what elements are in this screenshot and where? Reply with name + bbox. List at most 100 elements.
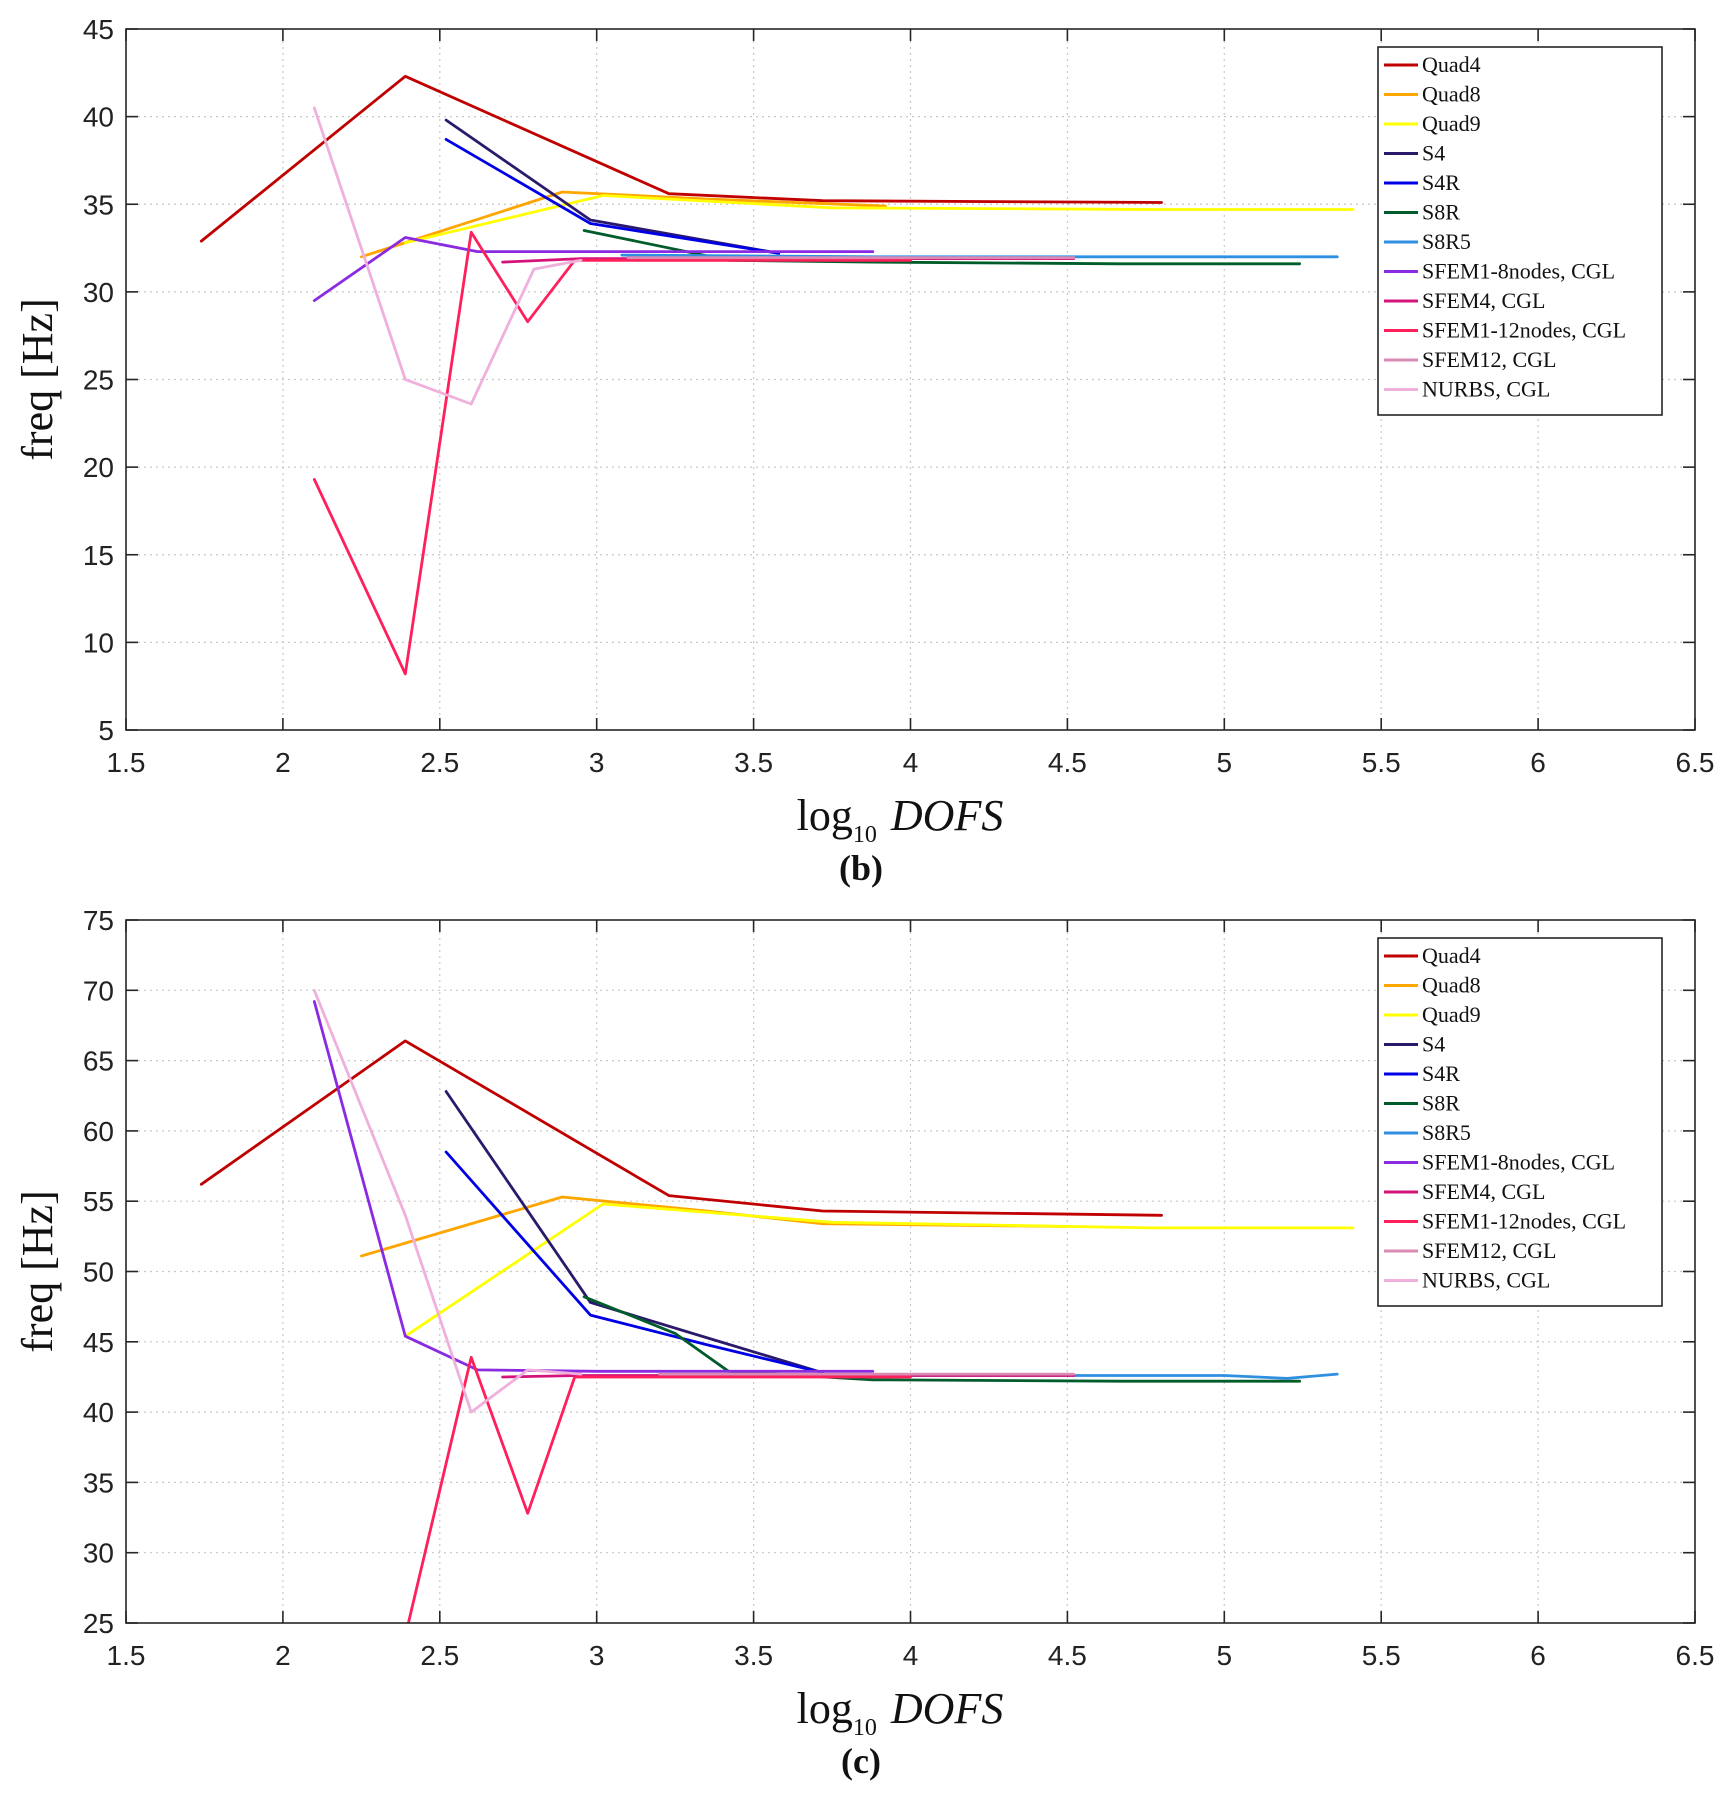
legend-entry: SFEM4, CGL — [1422, 1179, 1545, 1204]
y-tick-label: 65 — [83, 1046, 114, 1077]
x-tick-label: 1.5 — [107, 1640, 146, 1671]
legend: Quad4 Quad8 Quad9 S4 S4R S8R S8R5 SFEM1-8nodes,… — [1377, 937, 1663, 1307]
legend-entry: NURBS, CGL — [1422, 377, 1550, 402]
legend-entry: S4R — [1422, 170, 1460, 195]
series-line-1 — [359, 190, 887, 259]
legend-entry: Quad4 — [1422, 943, 1481, 968]
series-line-2 — [403, 194, 1355, 245]
x-tick-label: 2 — [275, 747, 291, 778]
x-axis-label: log10 DOFS — [797, 791, 1004, 848]
x-tick-label: 2 — [275, 1640, 291, 1671]
x-tick-label: 5 — [1217, 1640, 1233, 1671]
y-tick-label: 35 — [83, 1467, 114, 1498]
y-tick-label: 45 — [83, 1327, 114, 1358]
legend-entry: S8R5 — [1422, 1120, 1471, 1145]
y-tick-label: 30 — [83, 277, 114, 308]
chart-panel-1: 1.5 2 2.5 3 3.5 4 4.5 5 5.5 6 6.5 25 30 35 40 45 50 55 60 6… — [13, 905, 1714, 1781]
x-axis-label-var: DOFS — [890, 791, 1003, 840]
plot-frame — [125, 919, 1696, 1624]
y-tick-label: 40 — [83, 1397, 114, 1428]
series-line-0 — [199, 74, 1163, 243]
legend-entry: S4R — [1422, 1061, 1460, 1086]
x-tick-label: 5 — [1217, 747, 1233, 778]
x-axis-label-log: log — [797, 1684, 853, 1733]
y-tick-label: 25 — [83, 1608, 114, 1639]
series-line-9 — [406, 1355, 912, 1623]
legend-entry: Quad9 — [1422, 1002, 1481, 1027]
x-tick-label: 4 — [903, 747, 919, 778]
y-tick-label: 50 — [83, 1257, 114, 1288]
x-axis-label-base: 10 — [853, 822, 877, 848]
legend-entry: Quad4 — [1422, 52, 1481, 77]
series-group — [199, 988, 1355, 1623]
x-tick-label: 4 — [903, 1640, 919, 1671]
x-tick-label: 6 — [1530, 1640, 1546, 1671]
legend-entry: SFEM1-8nodes, CGL — [1422, 1150, 1615, 1175]
legend-entry: Quad8 — [1422, 82, 1481, 107]
legend-entry: S4 — [1422, 1032, 1445, 1057]
y-tick-label: 45 — [83, 14, 114, 45]
x-tick-label: 6.5 — [1676, 747, 1715, 778]
x-tick-label: 3.5 — [734, 1640, 773, 1671]
legend-entry: S4 — [1422, 141, 1445, 166]
plot-frame — [125, 28, 1696, 731]
y-tick-label: 15 — [83, 540, 114, 571]
legend-box — [1377, 937, 1663, 1307]
x-tick-label: 3 — [589, 1640, 605, 1671]
legend-entry: S8R — [1422, 1091, 1460, 1116]
series-group — [199, 74, 1355, 676]
legend-entry: S8R — [1422, 200, 1460, 225]
x-axis-label-var: DOFS — [890, 1684, 1003, 1733]
y-tick-label: 60 — [83, 1116, 114, 1147]
chart-panel-0: 1.5 2 2.5 3 3.5 4 4.5 5 5.5 6 6.5 5 10 15 20 25 30 35 40 45… — [13, 14, 1714, 888]
y-tick-label: 35 — [83, 189, 114, 220]
series-line-5 — [582, 1295, 1301, 1383]
x-tick-label: 6 — [1530, 747, 1546, 778]
legend-entry: SFEM12, CGL — [1422, 347, 1556, 372]
y-tick-label: 5 — [98, 715, 114, 746]
y-tick-label: 30 — [83, 1538, 114, 1569]
legend-entry: SFEM1-8nodes, CGL — [1422, 259, 1615, 284]
series-line-7 — [312, 236, 875, 303]
legend-entry: SFEM1-12nodes, CGL — [1422, 1209, 1626, 1234]
panel-label: (c) — [841, 1741, 881, 1781]
series-line-4 — [444, 137, 781, 255]
series-line-9 — [312, 230, 912, 676]
legend-entry: Quad8 — [1422, 973, 1481, 998]
legend-entry: Quad9 — [1422, 111, 1481, 136]
legend: Quad4 Quad8 Quad9 S4 S4R S8R S8R5 SFEM1-8nodes,… — [1377, 46, 1663, 416]
series-line-3 — [444, 1090, 824, 1375]
x-tick-label: 4.5 — [1048, 1640, 1087, 1671]
x-tick-label: 5.5 — [1362, 1640, 1401, 1671]
series-line-11 — [312, 988, 583, 1414]
x-axis-label: log10 DOFS — [797, 1684, 1004, 1741]
x-axis-label-base: 10 — [853, 1715, 877, 1741]
series-line-1 — [359, 1195, 1069, 1258]
x-tick-label: 2.5 — [420, 1640, 459, 1671]
x-tick-label: 2.5 — [420, 747, 459, 778]
x-tick-label: 1.5 — [107, 747, 146, 778]
legend-entry: SFEM1-12nodes, CGL — [1422, 318, 1626, 343]
y-axis-label: freq [Hz] — [13, 1190, 62, 1352]
x-tick-label: 4.5 — [1048, 747, 1087, 778]
legend-box — [1377, 46, 1663, 416]
series-line-4 — [444, 1150, 824, 1375]
legend-entry: S8R5 — [1422, 229, 1471, 254]
legend-entry: SFEM4, CGL — [1422, 288, 1545, 313]
panel-label: (b) — [839, 848, 883, 888]
y-tick-label: 40 — [83, 102, 114, 133]
y-axis-label: freq [Hz] — [13, 298, 62, 460]
x-tick-label: 5.5 — [1362, 747, 1401, 778]
legend-entry: NURBS, CGL — [1422, 1268, 1550, 1293]
series-line-11 — [312, 106, 583, 406]
y-tick-label: 55 — [83, 1186, 114, 1217]
y-tick-label: 70 — [83, 975, 114, 1006]
y-tick-label: 75 — [83, 905, 114, 936]
x-tick-label: 6.5 — [1676, 1640, 1715, 1671]
x-axis-label-log: log — [797, 791, 853, 840]
y-tick-label: 20 — [83, 452, 114, 483]
series-line-2 — [403, 1202, 1355, 1338]
y-tick-label: 10 — [83, 627, 114, 658]
y-tick-label: 25 — [83, 365, 114, 396]
